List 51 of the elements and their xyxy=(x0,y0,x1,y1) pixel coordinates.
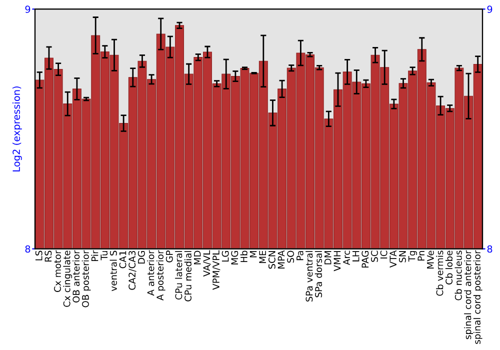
x-tick-label: Cx motor xyxy=(54,250,61,292)
x-tick-label: Cb vermis xyxy=(436,250,444,296)
x-tick-label: SN xyxy=(398,251,406,262)
x-tick-label: MD xyxy=(194,250,201,264)
x-tick-label: CA2/CA3 xyxy=(128,250,136,290)
x-tick-label: VA/VL xyxy=(203,250,211,277)
x-tick-label: Cb nucleus xyxy=(454,250,462,300)
x-tick-label: Tg xyxy=(408,251,418,262)
x-tick-label: SCN xyxy=(268,251,276,269)
x-tick-label: LS xyxy=(35,250,42,260)
x-tick-label: VMH xyxy=(334,251,341,272)
x-tick-label: GP xyxy=(166,250,173,262)
x-tick-label: Arc xyxy=(343,250,350,266)
x-tick-label: spinal cord posterior xyxy=(473,250,482,344)
x-tick-label: LH xyxy=(352,251,360,262)
x-tick-label: IC xyxy=(380,250,388,258)
x-tick-label: Pn xyxy=(418,251,424,261)
x-tick-label: Cx cingulate xyxy=(63,250,72,307)
x-tick-label: MPA xyxy=(278,250,285,268)
x-tick-label: Cb lobe xyxy=(445,250,453,284)
x-tick-label: VTA xyxy=(390,250,396,268)
y2-tick-label: 9 xyxy=(487,6,492,13)
x-tick-label: ventral S xyxy=(110,250,117,292)
x-tick-label: RS xyxy=(44,250,52,262)
x-tick-label: SPa ventral xyxy=(306,251,313,302)
x-tick-label: OB anterior xyxy=(72,250,80,302)
x-tick-label: A posterior xyxy=(156,250,166,300)
x-tick-label: Tu xyxy=(100,251,108,260)
x-tick-label: OB posterior xyxy=(82,250,91,308)
x-tick-label: VPM/VPL xyxy=(212,250,220,290)
y-axis-title: Log2 (expression) xyxy=(12,86,22,172)
x-tick-label: Hb xyxy=(240,250,248,262)
x-tick-label: spinal cord anterior xyxy=(464,250,473,340)
x-tick-label: CA1 xyxy=(119,251,126,268)
x-tick-label: CPu medial xyxy=(184,251,192,302)
x-tick-label: MVe xyxy=(427,250,434,268)
x-tick-label: M xyxy=(250,251,257,258)
x-tick-label: DG xyxy=(138,250,145,264)
x-tick-label: Pa xyxy=(296,251,304,260)
x-tick-label: MG xyxy=(231,250,238,264)
x-tick-label: DM xyxy=(324,251,332,264)
x-tick-label: Pir xyxy=(91,250,98,261)
x-tick-label: SO xyxy=(287,250,294,263)
x-tick-label: PAG xyxy=(362,250,369,268)
x-tick-label: ME xyxy=(259,250,266,264)
x-tick-label: A anterior xyxy=(147,250,154,296)
x-tick-label: SC xyxy=(371,250,378,262)
x-tick-label: CPu lateral xyxy=(175,251,182,300)
y2-tick-label: 8 xyxy=(487,245,492,253)
x-tick-label: LG xyxy=(222,250,229,262)
x-tick-label: SPa dorsal xyxy=(314,251,322,298)
